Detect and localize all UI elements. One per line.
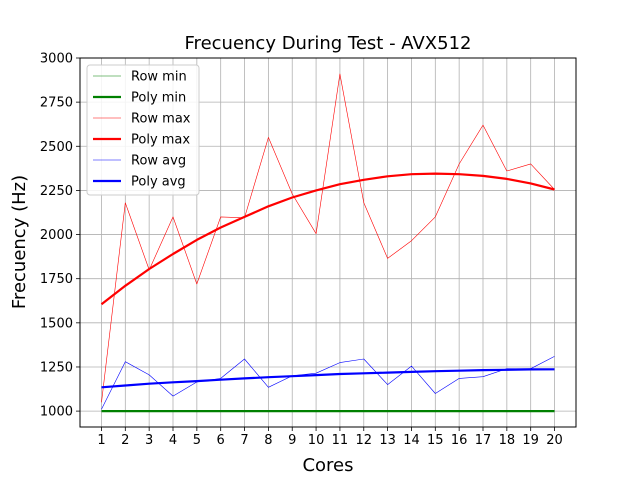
x-tick-label: 6 [217,433,225,448]
x-tick-label: 11 [332,433,349,448]
y-tick-label: 2750 [40,96,73,111]
y-tick-label: 1750 [40,272,73,287]
y-tick-label: 3000 [40,52,73,67]
x-tick-label: 19 [522,433,539,448]
x-tick-label: 3 [145,433,153,448]
x-tick-label: 20 [546,433,563,448]
chart-title: Frecuency During Test - AVX512 [185,33,472,54]
x-tick-label: 10 [308,433,325,448]
x-tick-label: 8 [264,433,272,448]
x-tick-label: 17 [475,433,492,448]
y-tick-label: 2250 [40,184,73,199]
plot-frame [79,57,577,428]
legend-label-poly-avg: Poly avg [131,175,186,190]
x-tick-label: 14 [403,433,420,448]
series-line-poly-avg [101,368,555,389]
x-tick-label: 1 [97,433,105,448]
x-tick-label: 15 [427,433,444,448]
x-tick-label: 4 [169,433,177,448]
legend-label-row-avg: Row avg [131,154,186,169]
y-tick-label: 1250 [40,360,73,375]
series-line-row-avg [101,356,555,410]
series-line-row-max [101,73,555,403]
x-tick-label: 16 [451,433,468,448]
y-tick-label: 1500 [40,316,73,331]
y-axis-label: Frecuency (Hz) [9,175,30,309]
x-tick-label: 9 [288,433,296,448]
y-tick-label: 2000 [40,228,73,243]
series-lines [100,73,555,413]
x-tick-label: 2 [121,433,129,448]
legend-label-row-max: Row max [131,112,191,127]
legend-label-poly-max: Poly max [131,133,190,148]
axis-ticks: 1 2 3 4 5 6 7 8 9 10 11 12 13 14 15 16 17 18 19 20100012501… [40,52,563,449]
legend: Row min Poly min Row max Poly max Row avg Pol… [86,64,200,196]
y-tick-label: 2500 [40,140,73,155]
x-tick-label: 12 [355,433,372,448]
x-axis-label: Cores [302,455,353,476]
legend-label-poly-min: Poly min [131,91,186,106]
x-tick-label: 7 [240,433,248,448]
x-tick-label: 18 [499,433,516,448]
series-line-poly-max [100,172,555,306]
legend-label-row-min: Row min [131,70,187,85]
x-tick-label: 13 [379,433,396,448]
x-tick-label: 5 [193,433,201,448]
y-tick-label: 1000 [40,405,73,420]
